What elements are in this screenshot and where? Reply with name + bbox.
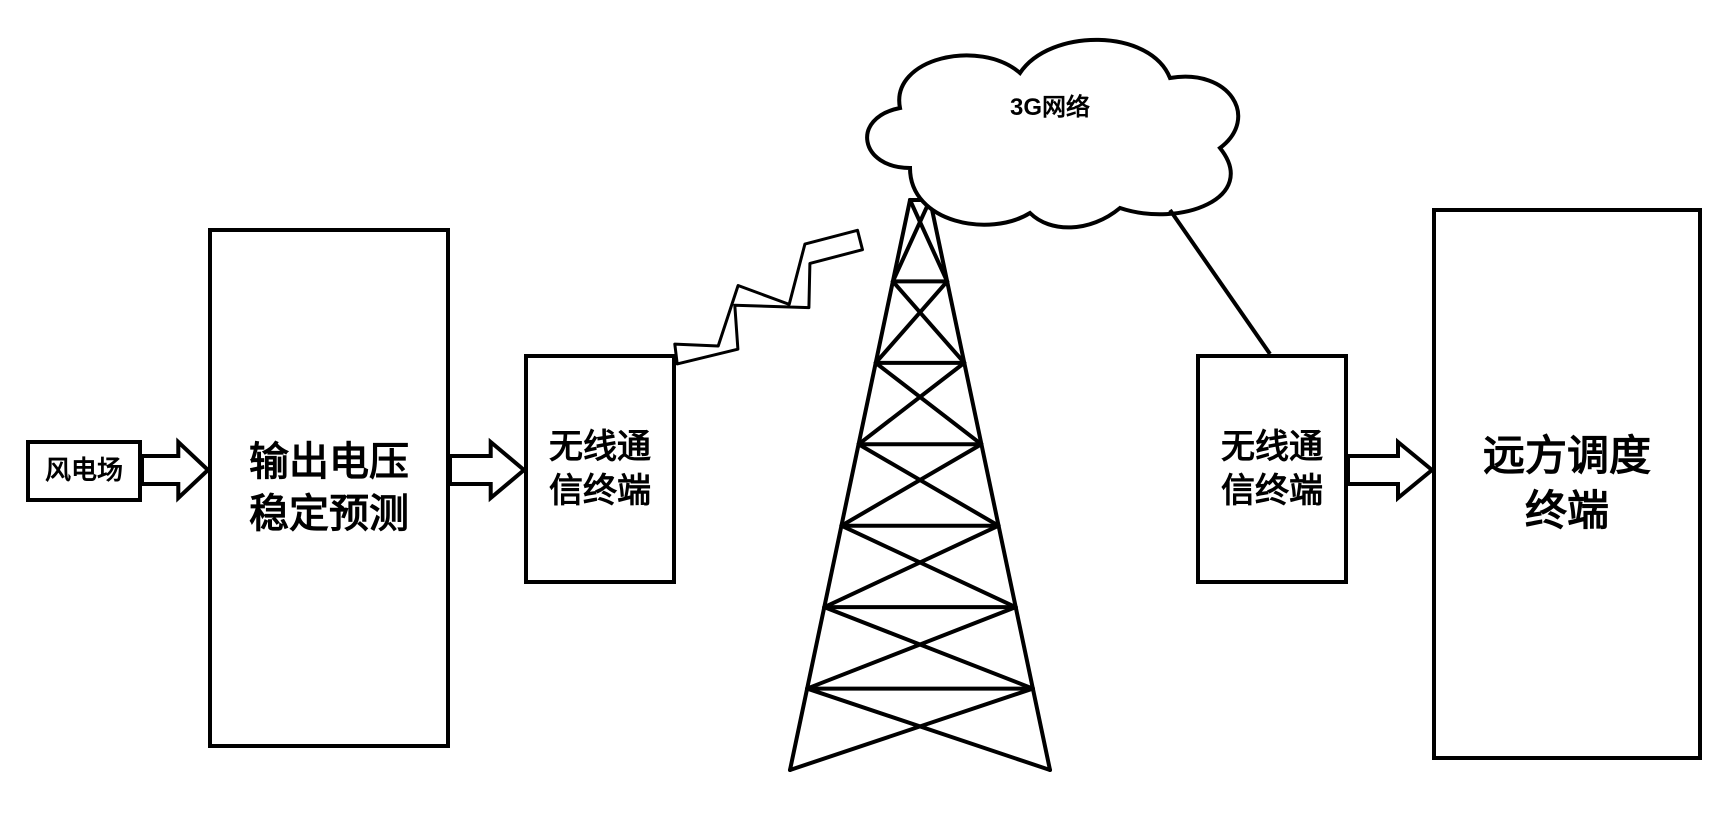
- radio-zigzag-icon: [675, 230, 863, 364]
- remote-dispatch-box: 远方调度终端: [1432, 208, 1702, 760]
- wireless-terminal-right-box: 无线通信终端: [1196, 354, 1348, 584]
- voltage-prediction-box: 输出电压稳定预测: [208, 228, 450, 748]
- cloud-link-line: [1170, 210, 1270, 354]
- wireless-terminal-left-label: 无线通信终端: [549, 425, 651, 513]
- voltage-prediction-label: 输出电压稳定预测: [249, 436, 409, 540]
- diagram-stage: 风电场 输出电压稳定预测 无线通信终端 无线通信终端 远方调度终端 3G网络: [0, 0, 1733, 817]
- remote-dispatch-label: 远方调度终端: [1483, 429, 1651, 538]
- wireless-terminal-left-box: 无线通信终端: [524, 354, 676, 584]
- block-arrow: [450, 442, 524, 498]
- block-arrow: [142, 442, 208, 498]
- block-arrow: [1348, 442, 1432, 498]
- wireless-terminal-right-label: 无线通信终端: [1221, 425, 1323, 513]
- wind-farm-label: 风电场: [45, 454, 123, 488]
- wind-farm-box: 风电场: [26, 440, 142, 502]
- cloud-icon: [867, 40, 1238, 228]
- cloud-label: 3G网络: [1010, 93, 1090, 121]
- tower-icon: [790, 160, 1050, 770]
